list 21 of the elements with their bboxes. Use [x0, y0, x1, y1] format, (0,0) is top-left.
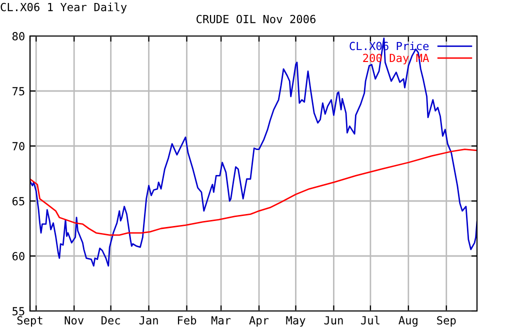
x-tick-label: Aug: [398, 316, 418, 327]
x-tick-label: Sept: [17, 316, 42, 327]
x-tick-label: Dec: [102, 316, 120, 325]
x-tick-label: Sep: [437, 316, 456, 327]
chart-title: CRUDE OIL Nov 2006: [196, 14, 316, 24]
x-tick-label: Jan: [139, 316, 158, 325]
x-tick-label: Apr: [249, 316, 269, 327]
x-tick-label: Feb: [178, 316, 196, 325]
line-series: [30, 148, 477, 236]
y-tick-label: 70: [12, 142, 24, 150]
y-tick-label: 65: [12, 197, 24, 206]
x-tick-label: May: [286, 316, 306, 327]
y-tick-label: 75: [12, 87, 24, 96]
y-tick-label: 55: [12, 307, 24, 316]
x-tick-label: Jun: [324, 316, 343, 325]
x-tick-label: Jul: [361, 316, 380, 325]
chart-subtitle: CL.X06 1 Year Daily: [0, 2, 127, 14]
y-tick-label: 60: [12, 252, 24, 260]
y-tick-label: 80: [12, 32, 24, 40]
x-tick-label: Nov: [64, 316, 84, 325]
x-tick-label: Mar: [211, 316, 231, 325]
